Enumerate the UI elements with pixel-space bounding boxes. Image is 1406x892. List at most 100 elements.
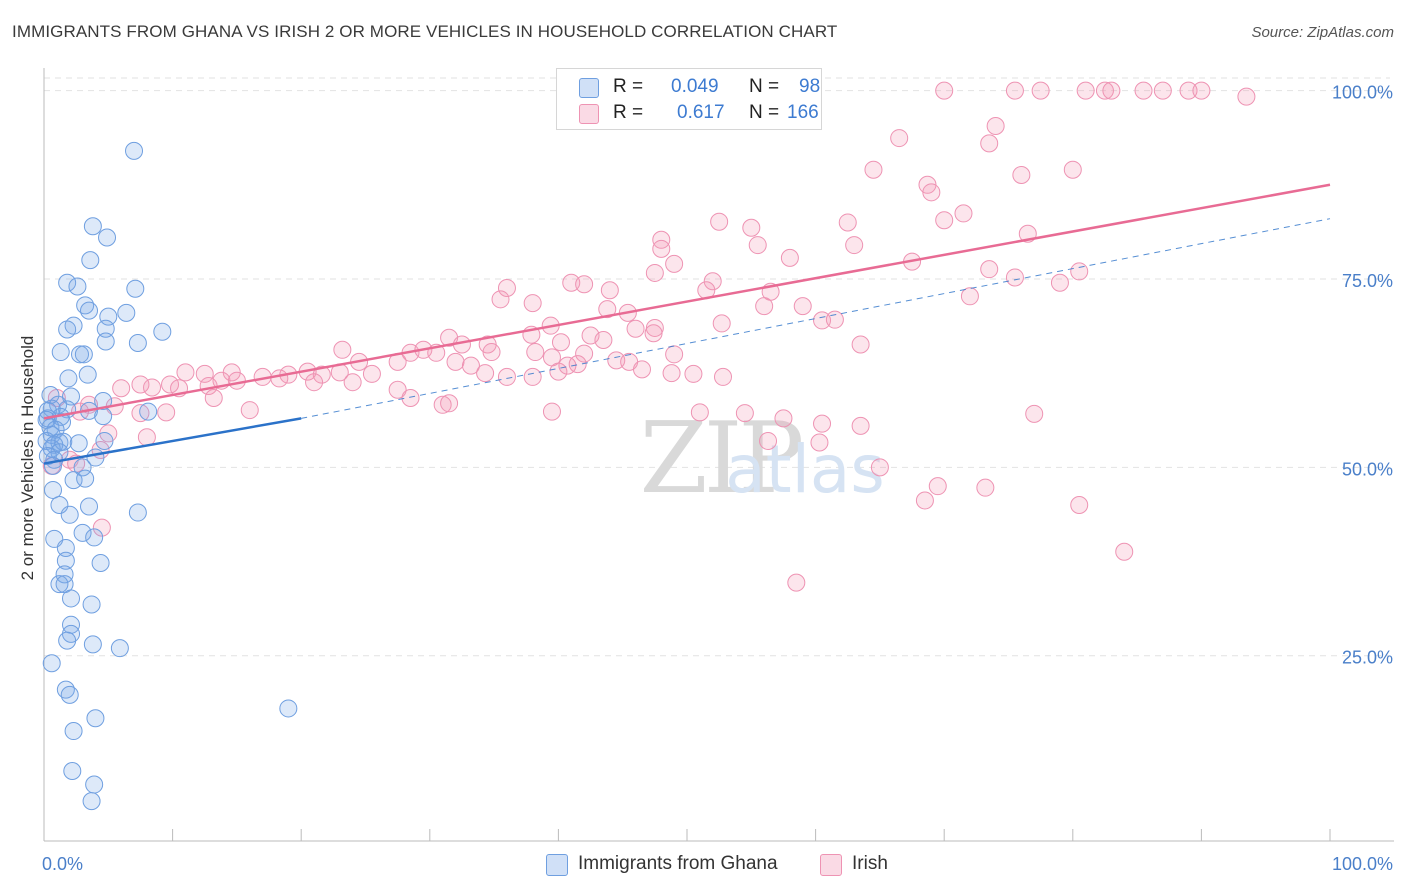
irish-point	[598, 300, 617, 319]
irish-point	[986, 117, 1005, 136]
ghana-point	[125, 141, 144, 160]
irish-point	[1076, 81, 1095, 100]
irish-point	[523, 294, 542, 313]
irish-point	[575, 275, 594, 294]
ghana-point	[60, 505, 79, 524]
ghana-point	[91, 554, 110, 573]
ghana-point	[58, 631, 77, 650]
ghana-point	[126, 279, 145, 298]
irish-point	[845, 236, 864, 255]
ghana-point	[83, 635, 102, 654]
x-tick-label: 0.0%	[42, 854, 83, 874]
irish-point	[575, 344, 594, 363]
irish-point	[1134, 81, 1153, 100]
irish-point	[112, 379, 131, 398]
axes	[43, 68, 1394, 842]
ghana-point	[83, 217, 102, 236]
ghana-point	[153, 322, 172, 341]
ghana-point	[56, 538, 75, 557]
irish-points	[42, 81, 1256, 592]
irish-point	[176, 363, 195, 382]
tick-labels: 25.0% 50.0% 75.0% 100.0% 0.0% 100.0%	[42, 83, 1393, 874]
irish-point	[137, 428, 156, 447]
irish-point	[523, 367, 542, 386]
irish-point	[976, 478, 995, 497]
irish-point	[1063, 160, 1082, 179]
ghana-point	[95, 431, 114, 450]
irish-point	[644, 324, 663, 343]
ghana-point	[73, 458, 92, 477]
irish-point	[665, 345, 684, 364]
ghana-point	[55, 565, 74, 584]
ghana-trend-extension	[301, 218, 1331, 419]
watermark-atlas: atlas	[725, 431, 885, 508]
ghana-point	[44, 480, 63, 499]
irish-point	[793, 297, 812, 316]
irish-point	[652, 239, 671, 258]
irish-point	[312, 365, 331, 384]
ghana-point	[94, 392, 113, 411]
y-tick-label: 100.0%	[1332, 83, 1393, 103]
irish-point	[270, 369, 289, 388]
irish-point	[440, 394, 459, 413]
irish-point	[461, 356, 480, 375]
irish-point	[960, 287, 979, 306]
irish-point	[645, 263, 664, 282]
irish-point	[665, 254, 684, 273]
irish-point	[491, 290, 510, 309]
ghana-point	[42, 654, 61, 673]
irish-point	[825, 310, 844, 329]
irish-point	[143, 378, 162, 397]
irish-point	[755, 297, 774, 316]
irish-point	[1095, 81, 1114, 100]
ghana-point	[41, 386, 60, 405]
irish-point	[810, 433, 829, 452]
trend-lines	[43, 183, 1331, 465]
irish-point	[1102, 81, 1121, 100]
n-label: N =	[749, 102, 780, 123]
irish-point	[157, 403, 176, 422]
ghana-point	[139, 402, 158, 421]
irish-point	[735, 404, 754, 423]
irish-point	[684, 364, 703, 383]
ghana-swatch	[579, 78, 599, 98]
irish-point	[915, 491, 934, 510]
irish-point	[759, 431, 778, 450]
ghana-point	[117, 303, 136, 322]
ghana-point	[279, 699, 298, 718]
irish-n-value: 166	[787, 102, 819, 123]
ghana-point	[53, 413, 72, 432]
ghana-point	[50, 575, 69, 594]
irish-point	[838, 213, 857, 232]
legend-label-irish: Irish	[852, 853, 888, 874]
irish-point	[662, 364, 681, 383]
irish-point	[1179, 81, 1198, 100]
irish-swatch	[579, 104, 599, 124]
ghana-point	[73, 523, 92, 542]
y-tick-label: 25.0%	[1342, 648, 1393, 668]
ghana-point	[86, 709, 105, 728]
irish-point	[780, 248, 799, 267]
irish-point	[1025, 404, 1044, 423]
irish-point	[632, 360, 651, 379]
stats-box: R = 0.049 N = 98 R = 0.617 N = 166	[556, 68, 822, 130]
ghana-points	[37, 141, 298, 811]
irish-point	[980, 134, 999, 153]
ghana-point	[69, 434, 88, 453]
irish-point	[1115, 542, 1134, 561]
irish-point	[652, 230, 671, 249]
irish-point	[851, 335, 870, 354]
irish-point	[551, 333, 570, 352]
watermark-zip: ZIP	[640, 402, 802, 516]
ghana-point	[58, 273, 77, 292]
irish-point	[607, 351, 626, 370]
irish-point	[131, 404, 150, 423]
ghana-point	[110, 639, 129, 658]
irish-point	[446, 352, 465, 371]
irish-point	[1070, 262, 1089, 281]
irish-point	[935, 81, 954, 100]
ghana-point	[71, 345, 90, 364]
ghana-point	[76, 469, 95, 488]
irish-point	[1192, 81, 1211, 100]
irish-point	[774, 409, 793, 428]
